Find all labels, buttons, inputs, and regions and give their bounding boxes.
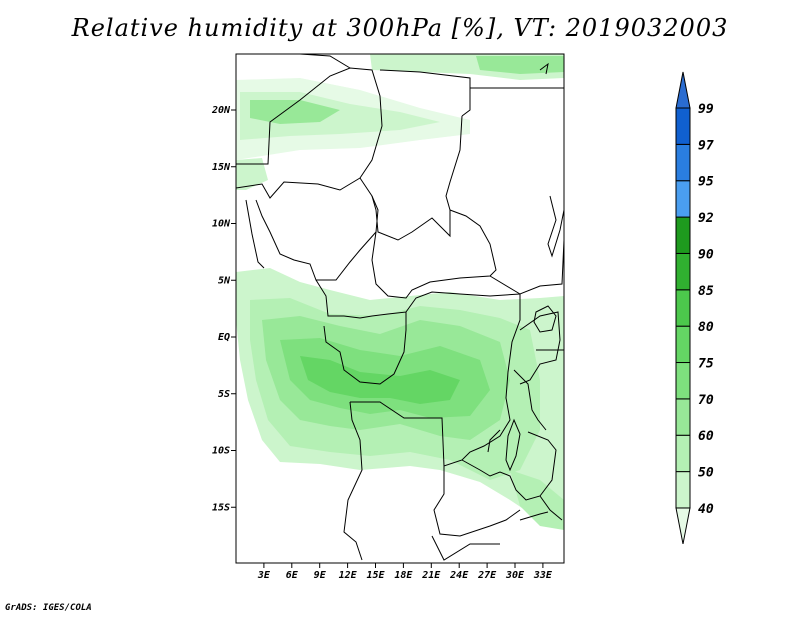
lat-tick-label: 15S <box>212 502 230 513</box>
border-line <box>433 466 521 537</box>
map-frame <box>235 53 565 564</box>
colorbar-segment <box>675 180 691 218</box>
country-borders <box>236 54 564 561</box>
border-line <box>405 291 521 313</box>
lon-tick-label: 30E <box>505 570 525 581</box>
lon-tick-label: 33E <box>533 570 553 581</box>
border-line <box>519 511 549 521</box>
colorbar-label: 99 <box>698 102 714 117</box>
lon-tick-label: 24E <box>449 570 469 581</box>
border-line <box>489 239 564 295</box>
lat-tick-label: 10N <box>212 219 231 230</box>
colorbar-label: 97 <box>698 138 714 153</box>
colorbar-label: 40 <box>698 502 714 517</box>
lon-tick-label: 3E <box>257 570 271 581</box>
colorbar-label: 50 <box>698 466 714 481</box>
colorbar-segment <box>675 398 691 436</box>
lon-tick-label: 27E <box>477 570 497 581</box>
border-line <box>236 177 379 281</box>
humidity-region-northeast-core <box>476 56 564 74</box>
lake-outline <box>539 62 549 75</box>
colorbar-lower-arrow <box>675 507 691 545</box>
lat-tick-label: 5N <box>218 275 231 286</box>
border-line <box>513 369 547 431</box>
border-line <box>547 195 564 258</box>
longitude-axis: 3E 6E 9E 12E 15E 18E 21E 24E 27E 30E 33E <box>257 563 553 581</box>
colorbar-label: 85 <box>698 284 714 299</box>
lon-tick-label: 15E <box>366 570 385 581</box>
border-line <box>343 401 363 561</box>
colorbar-segment <box>675 143 691 182</box>
grads-credit: GrADS: IGES/COLA <box>5 603 92 613</box>
lake-outline <box>487 429 501 453</box>
border-line <box>431 535 500 561</box>
lon-tick-label: 21E <box>421 570 441 581</box>
border-line <box>379 69 471 117</box>
colorbar-label: 70 <box>698 393 714 408</box>
border-line <box>371 209 497 299</box>
colorbar-label: 60 <box>698 429 714 444</box>
colorbar-label: 92 <box>698 211 714 226</box>
colorbar-label: 90 <box>698 247 714 262</box>
humidity-region-south-peak <box>300 356 460 404</box>
colorbar-segment <box>675 471 691 509</box>
lat-tick-label: 10S <box>212 446 230 457</box>
colorbar-segment <box>675 252 691 291</box>
latitude-axis: 20N 15N 10N 5N EQ 5S 10S 15S <box>211 105 236 513</box>
colorbar-segment <box>675 289 691 327</box>
colorbar-segment <box>675 216 691 254</box>
humidity-region-southeast <box>510 470 564 530</box>
humidity-field <box>236 54 564 530</box>
lake-outline <box>505 418 521 472</box>
colorbar-upper-arrow <box>675 71 691 109</box>
lake-outline <box>533 305 557 333</box>
colorbar-label: 75 <box>698 357 714 372</box>
lon-tick-label: 9E <box>314 570 327 581</box>
border-line <box>461 431 557 501</box>
humidity-region-north-core <box>250 100 340 124</box>
lat-tick-label: 5S <box>218 389 230 400</box>
colorbar: 40 50 60 70 75 80 85 90 92 95 97 99 <box>675 71 714 545</box>
chart-title: Relative humidity at 300hPa [%], VT: 201… <box>71 14 729 42</box>
lat-tick-label: 20N <box>211 105 231 116</box>
colorbar-segment <box>675 325 691 364</box>
border-line <box>371 115 463 241</box>
colorbar-label: 95 <box>698 175 714 190</box>
colorbar-segment <box>675 434 691 473</box>
border-line <box>539 495 563 521</box>
border-line <box>350 294 521 467</box>
lon-tick-label: 18E <box>394 570 413 581</box>
lat-tick-label: EQ <box>218 332 230 343</box>
lon-tick-label: 6E <box>286 570 299 581</box>
border-line <box>315 279 407 385</box>
humidity-region-west-edge <box>236 158 268 190</box>
colorbar-segment <box>675 107 691 145</box>
border-line <box>245 199 265 269</box>
colorbar-segment <box>675 362 691 400</box>
lat-tick-label: 15N <box>212 162 231 173</box>
colorbar-label: 80 <box>698 320 714 335</box>
lon-tick-label: 12E <box>339 570 358 581</box>
border-line <box>299 54 351 69</box>
